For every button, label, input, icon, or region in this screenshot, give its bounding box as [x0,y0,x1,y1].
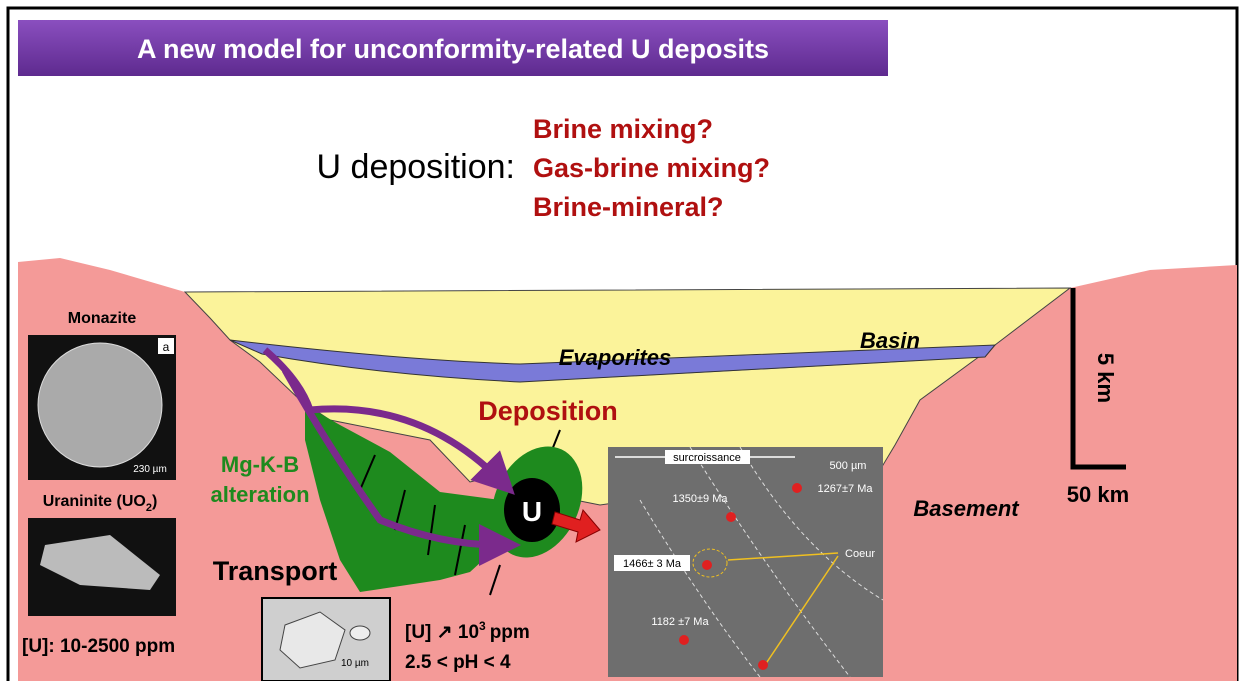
overgrowth-label: surcroissance [673,452,741,464]
age-label: 1182 ±7 Ma [651,616,709,628]
sample-point [702,560,712,570]
age-label: 1350±9 Ma [673,493,729,505]
hypothesis: Brine-mineral? [533,192,724,222]
deposition-text: Deposition [478,396,618,426]
slide: A new model for unconformity-related U d… [0,0,1244,681]
title: A new model for unconformity-related U d… [137,34,769,64]
hypothesis: Gas-brine mixing? [533,153,770,183]
label-part: [U] [405,622,431,643]
superscript: 3 [479,619,486,633]
ph-range: 2.5 < pH < 4 [405,652,511,673]
label-part: Uraninite (UO [43,493,146,510]
label-part: 10 [458,622,479,643]
u-enrichment: [U] ↗ 103 ppm [405,619,530,643]
monazite-grain [38,343,162,467]
monazite-label: Monazite [68,310,137,327]
alteration-label: alteration [210,482,309,507]
sample-point [758,660,768,670]
label-part: ↗ [437,622,453,643]
basement-label: Basement [913,496,1020,521]
inclusion [350,626,370,640]
core-label: Coeur [845,548,875,560]
basin-label: Basin [860,328,920,353]
inclusion-scale: 10 µm [341,658,369,669]
scale-vertical: 5 km [1093,353,1118,403]
alteration-label: Mg-K-B [221,452,299,477]
age-label: 1267±7 Ma [818,483,874,495]
image-tag-text: a [163,340,170,354]
label-part: ) [152,493,157,510]
evaporites-label: Evaporites [559,345,672,370]
monazite-scale: 230 µm [133,464,167,475]
sample-point [792,483,802,493]
sample-point [679,635,689,645]
deposit-label: U [522,496,542,527]
concentration-label: [U]: 10-2500 ppm [22,636,175,657]
scale-horizontal: 50 km [1067,482,1129,507]
label-part: ppm [490,622,530,643]
age-label: 1466± 3 Ma [623,558,682,570]
hypothesis: Brine mixing? [533,114,713,144]
sample-point [726,512,736,522]
inset-scale: 500 µm [830,460,867,472]
transport-label: Transport [213,556,338,586]
deposition-label: U deposition: [317,148,515,186]
